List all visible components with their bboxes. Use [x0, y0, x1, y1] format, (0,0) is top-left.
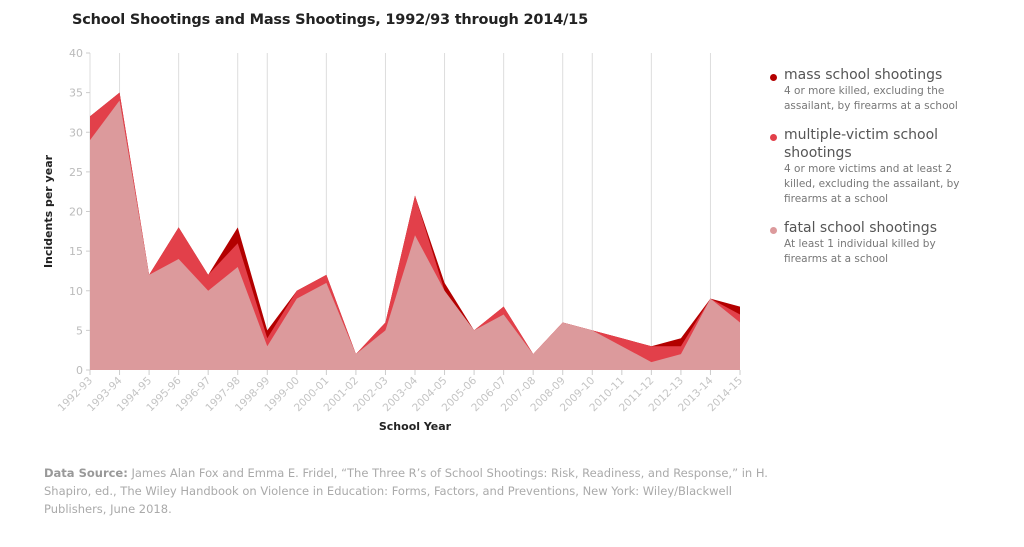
stacked-area-chart: 05101520253035401992-931993-941994-95199… — [42, 47, 745, 433]
y-axis-label: Incidents per year — [42, 154, 55, 268]
y-tick-label: 20 — [69, 206, 83, 219]
y-tick-label: 10 — [69, 285, 83, 298]
source-label: Data Source: — [44, 466, 128, 480]
legend-dot-mass — [770, 74, 777, 81]
y-tick-label: 0 — [76, 364, 83, 377]
y-tick-label: 25 — [69, 166, 83, 179]
x-axis-label: School Year — [379, 420, 452, 433]
legend-dot-multiple-victim — [770, 134, 777, 141]
legend-description: At least 1 individual killed by firearms… — [784, 238, 936, 265]
legend-description: 4 or more killed, excluding the assailan… — [784, 85, 958, 112]
y-tick-label: 30 — [69, 126, 83, 139]
chart-title: School Shootings and Mass Shootings, 199… — [72, 12, 588, 28]
y-tick-label: 5 — [76, 324, 83, 337]
legend: mass school shootings 4 or more killed, … — [770, 66, 980, 279]
legend-item-mass: mass school shootings 4 or more killed, … — [770, 66, 980, 114]
y-tick-label: 40 — [69, 47, 83, 60]
area-multiple-victim-school-shootings — [90, 92, 740, 370]
legend-item-multiple-victim: multiple-victim school shootings 4 or mo… — [770, 126, 980, 207]
source-text: James Alan Fox and Emma E. Fridel, “The … — [44, 466, 768, 516]
area-fatal-school-shootings — [90, 100, 740, 371]
y-tick-label: 35 — [69, 87, 83, 100]
legend-description: 4 or more victims and at least 2 killed,… — [784, 163, 960, 205]
legend-label: fatal school shootings — [784, 220, 937, 236]
y-tick-label: 15 — [69, 245, 83, 258]
legend-item-fatal: fatal school shootings At least 1 indivi… — [770, 219, 980, 267]
legend-label: mass school shootings — [784, 67, 943, 83]
legend-dot-fatal — [770, 227, 777, 234]
legend-label: multiple-victim school shootings — [784, 127, 939, 161]
data-source-note: Data Source: James Alan Fox and Emma E. … — [44, 464, 784, 518]
